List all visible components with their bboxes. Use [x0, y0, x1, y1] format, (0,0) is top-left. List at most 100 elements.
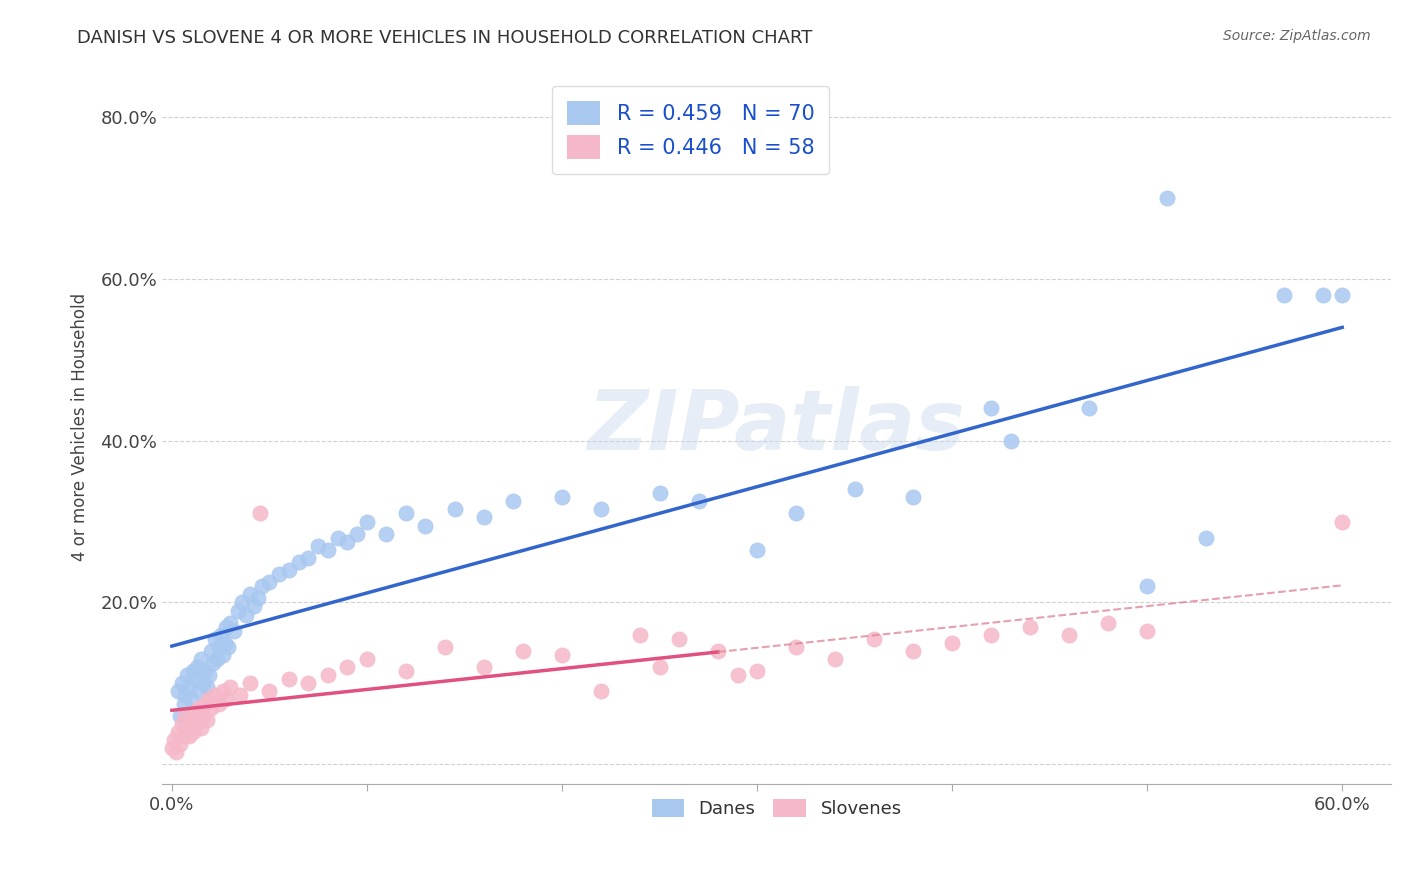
Point [188, 700, 211, 714]
Point [219, 615, 242, 630]
Point [277, 673, 299, 687]
Point [307, 539, 329, 553]
Point [191, 676, 214, 690]
Y-axis label: 4 or more Vehicles in Household: 4 or more Vehicles in Household [72, 293, 89, 560]
Point [648, 486, 671, 500]
Point [269, 567, 291, 582]
Point [215, 620, 238, 634]
Point [512, 644, 534, 658]
Point [628, 628, 651, 642]
Point [246, 591, 269, 606]
Point [205, 652, 228, 666]
Point [211, 684, 233, 698]
Point [259, 684, 281, 698]
Point [589, 502, 612, 516]
Point [1272, 288, 1295, 302]
Point [1077, 401, 1099, 416]
Point [287, 555, 309, 569]
Point [180, 692, 202, 706]
Point [472, 660, 495, 674]
Point [707, 644, 730, 658]
Point [184, 673, 207, 687]
Point [184, 705, 207, 719]
Point [204, 689, 226, 703]
Point [277, 563, 299, 577]
Point [204, 632, 226, 646]
Point [186, 660, 208, 674]
Point [316, 668, 339, 682]
Text: Source: ZipAtlas.com: Source: ZipAtlas.com [1223, 29, 1371, 43]
Point [688, 494, 710, 508]
Point [1156, 191, 1178, 205]
Point [980, 628, 1002, 642]
Point [297, 676, 319, 690]
Point [346, 526, 368, 541]
Point [200, 644, 222, 658]
Point [166, 724, 188, 739]
Point [194, 664, 217, 678]
Point [356, 652, 378, 666]
Point [1136, 624, 1159, 638]
Point [239, 676, 262, 690]
Point [219, 681, 242, 695]
Point [375, 526, 398, 541]
Point [235, 607, 257, 622]
Point [249, 507, 271, 521]
Point [250, 579, 273, 593]
Point [163, 733, 186, 747]
Point [648, 660, 671, 674]
Point [326, 531, 349, 545]
Point [226, 603, 249, 617]
Point [169, 708, 191, 723]
Point [217, 640, 239, 654]
Point [174, 708, 197, 723]
Point [668, 632, 690, 646]
Point [198, 668, 221, 682]
Point [242, 599, 264, 614]
Point [211, 648, 233, 662]
Point [1331, 515, 1354, 529]
Point [941, 636, 963, 650]
Point [336, 534, 359, 549]
Point [901, 490, 924, 504]
Point [224, 624, 246, 638]
Point [1019, 620, 1042, 634]
Point [176, 668, 198, 682]
Point [195, 681, 218, 695]
Point [1136, 579, 1159, 593]
Point [181, 724, 204, 739]
Legend: Danes, Slovenes: Danes, Slovenes [644, 792, 908, 825]
Point [174, 689, 197, 703]
Point [589, 684, 612, 698]
Point [1195, 531, 1218, 545]
Point [208, 640, 231, 654]
Point [195, 713, 218, 727]
Point [194, 697, 217, 711]
Point [169, 737, 191, 751]
Point [176, 721, 198, 735]
Point [1331, 288, 1354, 302]
Point [201, 656, 224, 670]
Point [433, 640, 456, 654]
Point [336, 660, 359, 674]
Point [160, 741, 183, 756]
Point [190, 652, 212, 666]
Point [745, 542, 768, 557]
Point [191, 708, 214, 723]
Point [198, 692, 221, 706]
Point [785, 507, 807, 521]
Point [727, 668, 749, 682]
Point [209, 628, 232, 642]
Point [415, 518, 437, 533]
Point [231, 595, 253, 609]
Point [1000, 434, 1022, 448]
Point [824, 652, 846, 666]
Point [170, 676, 193, 690]
Point [551, 490, 574, 504]
Point [901, 644, 924, 658]
Point [844, 482, 866, 496]
Point [472, 510, 495, 524]
Point [166, 684, 188, 698]
Point [179, 681, 201, 695]
Point [165, 745, 187, 759]
